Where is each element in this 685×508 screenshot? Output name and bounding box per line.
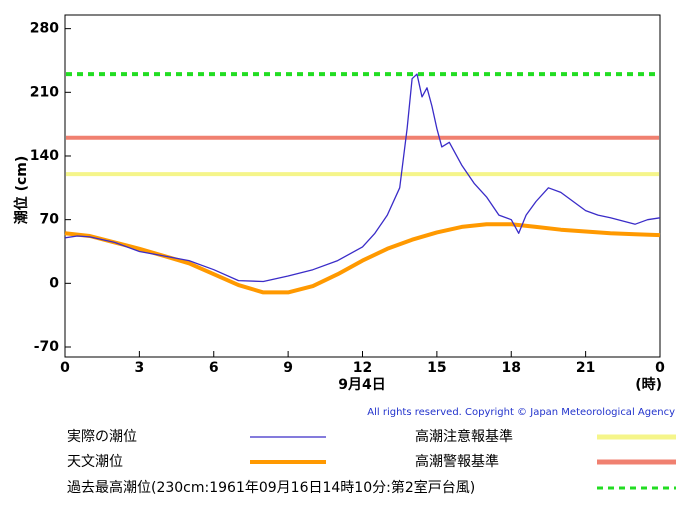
x-tick-label: 18 — [502, 360, 521, 376]
y-tick-label: 70 — [40, 212, 60, 228]
y-tick-label: 280 — [30, 21, 59, 37]
x-tick-label: 0 — [60, 360, 70, 376]
x-tick-label: 21 — [576, 360, 595, 376]
y-tick-label: 140 — [30, 148, 59, 164]
legend-label: 実際の潮位 — [67, 429, 137, 445]
x-tick-label: 12 — [353, 360, 372, 376]
copyright: All rights reserved. Copyright © Japan M… — [367, 407, 675, 418]
x-tick-label: 6 — [209, 360, 219, 376]
plot-frame — [64, 14, 661, 358]
y-tick-label: 210 — [30, 84, 59, 100]
x-tick-label: 9 — [283, 360, 293, 376]
legend-label: 高潮警報基準 — [415, 453, 499, 470]
x-tick-label: 15 — [427, 360, 446, 376]
x-axis-unit: (時) — [635, 376, 662, 393]
legend-label: 過去最高潮位(230cm:1961年09月16日14時10分:第2室戸台風) — [67, 479, 475, 496]
legend-label: 天文潮位 — [67, 454, 123, 470]
series-line — [64, 73, 661, 283]
x-tick-label: 3 — [135, 360, 145, 376]
y-tick-label: 0 — [49, 275, 59, 291]
legend-label: 高潮注意報基準 — [415, 428, 513, 445]
y-axis-label: 潮位 (cm) — [13, 156, 30, 225]
series-line — [64, 222, 661, 295]
y-tick-label: -70 — [34, 339, 60, 355]
x-axis-label: 9月4日 — [338, 377, 385, 393]
x-tick-label: 0 — [655, 360, 665, 376]
